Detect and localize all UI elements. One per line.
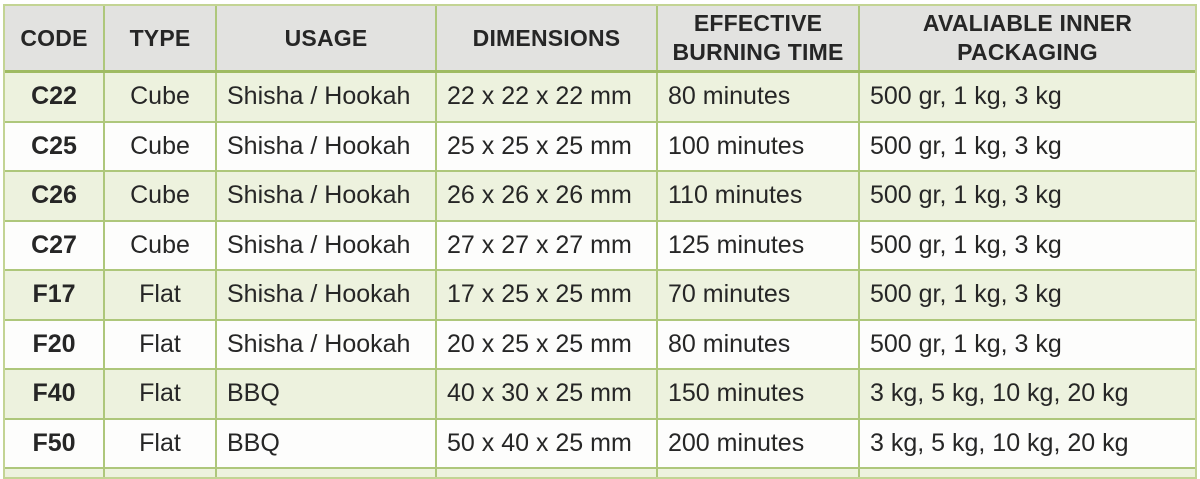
cell-type: Cube	[105, 122, 217, 170]
table-row: C26 Cube Shisha / Hookah 26 x 26 x 26 mm 110…	[5, 172, 1195, 222]
cell-packaging: 500 gr, 1 kg, 3 kg	[870, 131, 1062, 160]
cell-cutoff-burning_time	[658, 469, 860, 477]
table-partial-row-cutoff	[5, 469, 1195, 477]
cell-dimensions: 22 x 22 x 22 mm	[437, 73, 658, 121]
cell-dimensions: 17 x 25 x 25 mm	[437, 271, 658, 319]
column-header-dimensions: DIMENSIONS	[437, 6, 658, 70]
column-header-label: USAGE	[284, 24, 368, 51]
cell-packaging: 500 gr, 1 kg, 3 kg	[870, 230, 1062, 259]
table-row: F20 Flat Shisha / Hookah 20 x 25 x 25 mm 80 …	[5, 320, 1195, 370]
column-header-code: CODE	[5, 6, 105, 70]
cell-packaging: 500 gr, 1 kg, 3 kg	[870, 181, 1062, 210]
cell-packaging: 500 gr, 1 kg, 3 kg	[870, 280, 1062, 309]
cell-burning_time: 150 minutes	[658, 370, 860, 418]
cell-usage: Shisha / Hookah	[217, 73, 437, 121]
cell-burning_time: 70 minutes	[658, 271, 860, 319]
product-spec-table: CODE TYPE USAGE DIMENSIONS EFFECTIVE BURNING …	[3, 4, 1197, 479]
cell-type: Flat	[105, 271, 217, 319]
column-header-label: DIMENSIONS	[472, 24, 621, 51]
cell-cutoff-usage	[217, 469, 437, 477]
cell-code: C27	[5, 221, 105, 269]
cell-burning_time: 80 minutes	[658, 73, 860, 121]
table-header-row: CODE TYPE USAGE DIMENSIONS EFFECTIVE BURNING …	[5, 6, 1195, 73]
column-header-label: EFFECTIVE BURNING TIME	[672, 10, 844, 65]
cell-dimensions: 50 x 40 x 25 mm	[437, 419, 658, 467]
cell-code: F50	[5, 419, 105, 467]
cell-code: F20	[5, 320, 105, 368]
cell-packaging: 3 kg, 5 kg, 10 kg, 20 kg	[870, 428, 1129, 457]
column-header-type: TYPE	[105, 6, 217, 70]
cell-packaging: 3 kg, 5 kg, 10 kg, 20 kg	[870, 379, 1129, 408]
column-header-label: CODE	[20, 24, 88, 51]
cell-usage: Shisha / Hookah	[217, 172, 437, 220]
cell-usage: Shisha / Hookah	[217, 122, 437, 170]
cell-cutoff-dimensions	[437, 469, 658, 477]
cell-usage: BBQ	[217, 419, 437, 467]
cell-usage: Shisha / Hookah	[217, 221, 437, 269]
column-header-label: TYPE	[129, 24, 191, 51]
cell-type: Flat	[105, 419, 217, 467]
cell-burning_time: 125 minutes	[658, 221, 860, 269]
cell-code: C26	[5, 172, 105, 220]
column-header-usage: USAGE	[217, 6, 437, 70]
cell-usage: BBQ	[217, 370, 437, 418]
cell-cutoff-packaging	[860, 469, 1195, 477]
cell-type: Cube	[105, 172, 217, 220]
column-header-burning_time: EFFECTIVE BURNING TIME	[658, 6, 860, 70]
cell-burning_time: 100 minutes	[658, 122, 860, 170]
cell-burning_time: 80 minutes	[658, 320, 860, 368]
cell-cutoff-type	[105, 469, 217, 477]
cell-dimensions: 25 x 25 x 25 mm	[437, 122, 658, 170]
cell-dimensions: 27 x 27 x 27 mm	[437, 221, 658, 269]
table-row: C22 Cube Shisha / Hookah 22 x 22 x 22 mm 80 …	[5, 73, 1195, 123]
cell-type: Flat	[105, 370, 217, 418]
cell-type: Flat	[105, 320, 217, 368]
cell-type: Cube	[105, 221, 217, 269]
cell-code: F17	[5, 271, 105, 319]
column-header-packaging: AVALIABLE INNER PACKAGING	[860, 6, 1195, 70]
cell-code: C25	[5, 122, 105, 170]
column-header-label: AVALIABLE INNER PACKAGING	[922, 10, 1133, 65]
table-row: F50 Flat BBQ 50 x 40 x 25 mm 200 minutes 3 kg…	[5, 419, 1195, 469]
cell-usage: Shisha / Hookah	[217, 271, 437, 319]
cell-code: C22	[5, 73, 105, 121]
cell-burning_time: 200 minutes	[658, 419, 860, 467]
table-row: C25 Cube Shisha / Hookah 25 x 25 x 25 mm 100…	[5, 122, 1195, 172]
cell-type: Cube	[105, 73, 217, 121]
cell-dimensions: 20 x 25 x 25 mm	[437, 320, 658, 368]
cell-dimensions: 40 x 30 x 25 mm	[437, 370, 658, 418]
cell-packaging: 500 gr, 1 kg, 3 kg	[870, 82, 1062, 111]
cell-code: F40	[5, 370, 105, 418]
cell-burning_time: 110 minutes	[658, 172, 860, 220]
cell-cutoff-code	[5, 469, 105, 477]
cell-packaging: 500 gr, 1 kg, 3 kg	[870, 329, 1062, 358]
table-row: F40 Flat BBQ 40 x 30 x 25 mm 150 minutes 3 kg…	[5, 370, 1195, 420]
cell-usage: Shisha / Hookah	[217, 320, 437, 368]
table-row: C27 Cube Shisha / Hookah 27 x 27 x 27 mm 125…	[5, 221, 1195, 271]
cell-dimensions: 26 x 26 x 26 mm	[437, 172, 658, 220]
table-row: F17 Flat Shisha / Hookah 17 x 25 x 25 mm 70 …	[5, 271, 1195, 321]
